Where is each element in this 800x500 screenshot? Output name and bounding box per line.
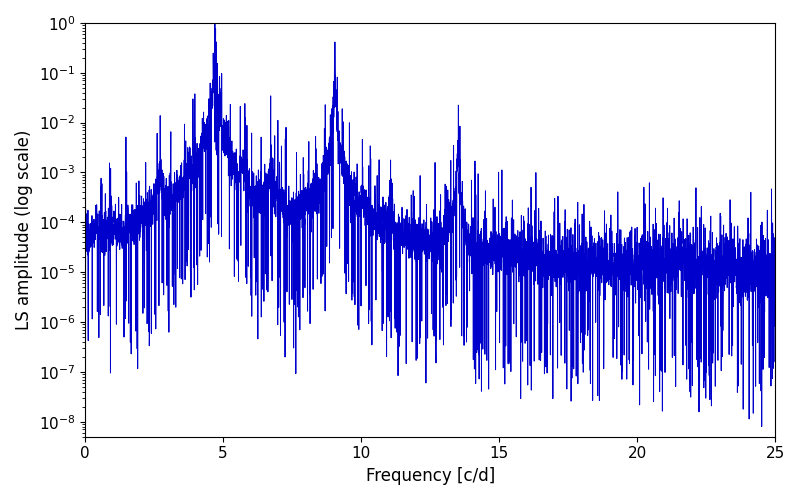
X-axis label: Frequency [c/d]: Frequency [c/d] [366, 467, 494, 485]
Y-axis label: LS amplitude (log scale): LS amplitude (log scale) [15, 130, 33, 330]
